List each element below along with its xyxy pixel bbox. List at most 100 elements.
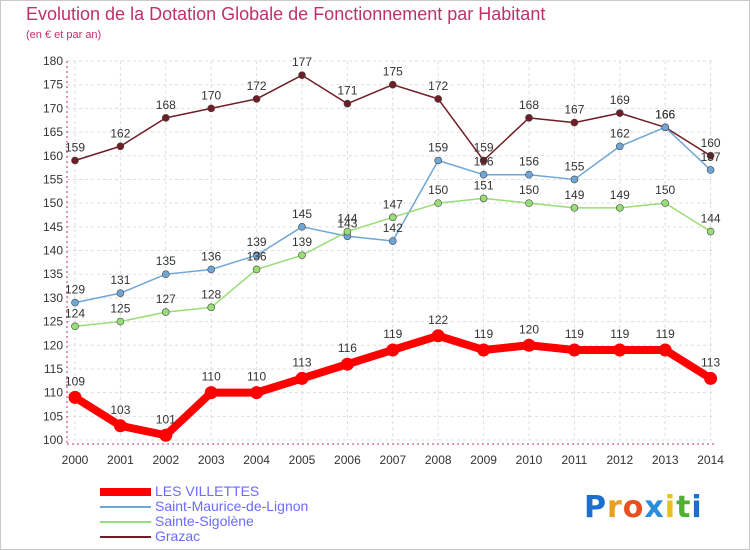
data-point — [434, 199, 443, 207]
x-tick-label: 2007 — [379, 453, 406, 467]
data-label: 144 — [701, 212, 721, 226]
data-point — [71, 298, 79, 307]
x-tick-label: 2009 — [470, 453, 497, 467]
y-tick-label: 170 — [43, 101, 63, 115]
data-label: 172 — [428, 79, 448, 93]
data-point — [706, 151, 715, 160]
y-tick-label: 175 — [43, 78, 63, 92]
data-point — [298, 223, 306, 231]
y-tick-label: 105 — [43, 409, 63, 423]
x-tick-label: 2012 — [606, 453, 633, 467]
y-tick-label: 145 — [43, 220, 63, 234]
data-point — [570, 175, 579, 184]
data-point — [252, 265, 261, 274]
logo-letter: r — [607, 490, 623, 525]
data-label: 159 — [65, 140, 85, 154]
data-label: 127 — [156, 292, 176, 306]
data-point — [479, 156, 488, 165]
x-tick-label: 2011 — [561, 453, 587, 467]
data-label: 150 — [519, 183, 539, 197]
data-point — [434, 95, 443, 103]
data-label: 147 — [383, 197, 403, 211]
data-point — [704, 371, 718, 385]
data-label: 131 — [110, 273, 130, 287]
data-label: 157 — [701, 150, 721, 164]
data-label: 166 — [655, 107, 675, 121]
data-point — [567, 343, 581, 357]
x-tick-label: 2002 — [152, 453, 179, 467]
data-label: 159 — [428, 140, 448, 154]
data-label: 109 — [65, 374, 85, 388]
data-label: 136 — [201, 249, 221, 263]
data-label: 172 — [247, 79, 267, 93]
y-tick-label: 120 — [43, 338, 63, 352]
data-point — [388, 237, 397, 245]
x-tick-label: 2000 — [62, 453, 89, 467]
data-label: 113 — [292, 355, 311, 369]
y-tick-label: 130 — [43, 291, 63, 305]
data-label: 120 — [519, 322, 539, 336]
data-point — [340, 357, 354, 371]
legend-label: Sainte-Sigolène — [155, 513, 254, 529]
data-label: 119 — [656, 327, 675, 341]
data-point — [159, 428, 173, 442]
data-label: 150 — [428, 183, 448, 197]
data-point — [706, 227, 715, 236]
data-point — [204, 386, 218, 400]
data-point — [477, 343, 491, 357]
x-tick-label: 2005 — [289, 453, 316, 467]
data-point — [207, 265, 215, 274]
x-tick-label: 2008 — [425, 453, 452, 467]
data-label: 159 — [474, 140, 494, 154]
data-point — [113, 419, 127, 433]
logo-letter: x — [644, 490, 665, 525]
y-tick-label: 125 — [43, 315, 63, 329]
data-label: 150 — [655, 183, 675, 197]
data-point — [162, 308, 170, 316]
data-label: 149 — [610, 188, 630, 202]
data-label: 177 — [292, 55, 312, 69]
data-point — [343, 227, 352, 236]
logo-letter: P — [584, 490, 607, 525]
logo-letter: o — [622, 490, 645, 525]
data-label: 110 — [247, 370, 266, 384]
data-label: 119 — [565, 327, 584, 341]
logo-letter: t — [676, 490, 692, 525]
logo-letter: i — [664, 490, 677, 525]
data-point — [706, 166, 715, 174]
data-label: 113 — [701, 355, 720, 369]
data-label: 103 — [110, 403, 130, 417]
data-point — [250, 386, 264, 400]
data-point — [298, 251, 306, 260]
data-point — [570, 204, 579, 212]
data-label: 139 — [247, 235, 267, 249]
data-label: 135 — [156, 254, 176, 268]
data-label: 136 — [247, 249, 267, 263]
y-tick-label: 150 — [43, 196, 63, 210]
data-label: 129 — [65, 283, 85, 297]
data-label: 151 — [474, 178, 494, 192]
chart-subtitle: (en € et par an) — [26, 29, 102, 41]
y-tick-label: 100 — [43, 433, 63, 447]
data-label: 144 — [337, 212, 357, 226]
data-label: 116 — [338, 341, 357, 355]
data-label: 162 — [110, 126, 130, 140]
data-label: 145 — [292, 207, 312, 221]
data-point — [386, 343, 400, 357]
data-label: 156 — [519, 155, 539, 169]
data-point — [343, 99, 352, 108]
data-label: 156 — [474, 155, 494, 169]
data-label: 167 — [564, 103, 584, 117]
x-tick-label: 2003 — [198, 453, 225, 467]
data-point — [431, 329, 445, 343]
data-point — [298, 71, 306, 80]
legend-label: LES VILLETTES — [155, 483, 260, 499]
data-label: 110 — [202, 370, 221, 384]
data-label: 142 — [383, 221, 403, 235]
data-point — [613, 343, 627, 357]
data-point — [525, 170, 533, 179]
chart-title: Evolution de la Dotation Globale de Fonc… — [26, 4, 546, 24]
x-tick-label: 2004 — [243, 453, 270, 467]
data-point — [162, 270, 170, 278]
data-label: 160 — [701, 136, 721, 150]
